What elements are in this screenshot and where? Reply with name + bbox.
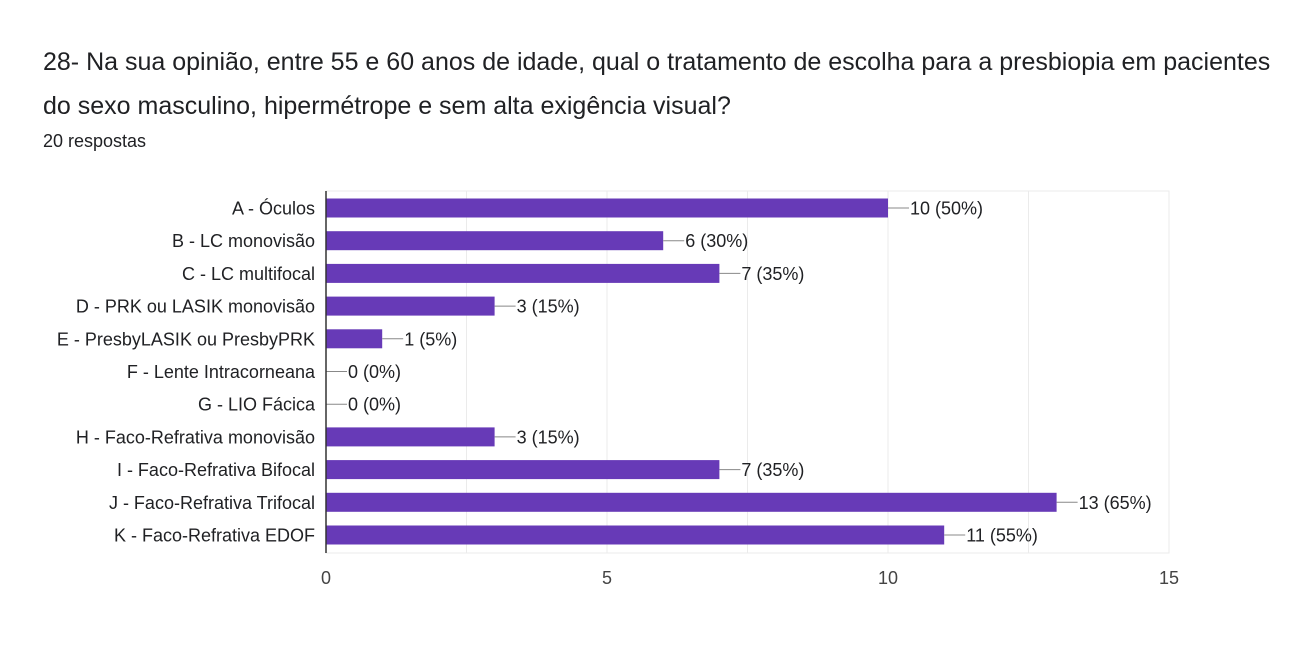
category-label: H - Faco-Refrativa monovisão — [76, 427, 315, 447]
data-label: 7 (35%) — [741, 460, 804, 480]
bar — [326, 492, 1057, 512]
data-label: 0 (0%) — [348, 362, 401, 382]
bar — [326, 525, 945, 545]
category-label: B - LC monovisão — [172, 231, 315, 251]
bar — [326, 329, 383, 349]
bar — [326, 263, 720, 283]
category-label: A - Óculos — [232, 198, 315, 219]
category-label: D - PRK ou LASIK monovisão — [76, 297, 315, 317]
bar — [326, 460, 720, 480]
bar — [326, 296, 495, 316]
category-label: C - LC multifocal — [182, 264, 315, 284]
data-label: 7 (35%) — [741, 264, 804, 284]
category-label: F - Lente Intracorneana — [127, 362, 316, 382]
data-label: 11 (55%) — [966, 526, 1038, 546]
question-title: 28- Na sua opinião, entre 55 e 60 anos d… — [43, 48, 1271, 120]
bar — [326, 198, 888, 218]
data-label: 10 (50%) — [910, 199, 983, 219]
bar — [326, 231, 664, 251]
category-label: K - Faco-Refrativa EDOF — [114, 526, 315, 546]
data-label: 3 (15%) — [517, 297, 580, 317]
category-label: J - Faco-Refrativa Trifocal — [109, 493, 315, 513]
category-label: G - LIO Fácica — [198, 395, 316, 415]
response-count: 20 respostas — [43, 131, 147, 151]
x-tick-label: 15 — [1159, 568, 1179, 588]
category-label: I - Faco-Refrativa Bifocal — [117, 460, 315, 480]
data-label: 6 (30%) — [685, 231, 748, 251]
data-label: 1 (5%) — [404, 329, 457, 349]
category-label: E - PresbyLASIK ou PresbyPRK — [57, 329, 315, 349]
data-label: 13 (65%) — [1079, 493, 1152, 513]
x-tick-label: 0 — [321, 568, 331, 588]
data-label: 0 (0%) — [348, 395, 401, 415]
x-tick-label: 5 — [602, 568, 612, 588]
data-label: 3 (15%) — [517, 427, 580, 447]
x-tick-label: 10 — [878, 568, 898, 588]
bar — [326, 427, 495, 447]
